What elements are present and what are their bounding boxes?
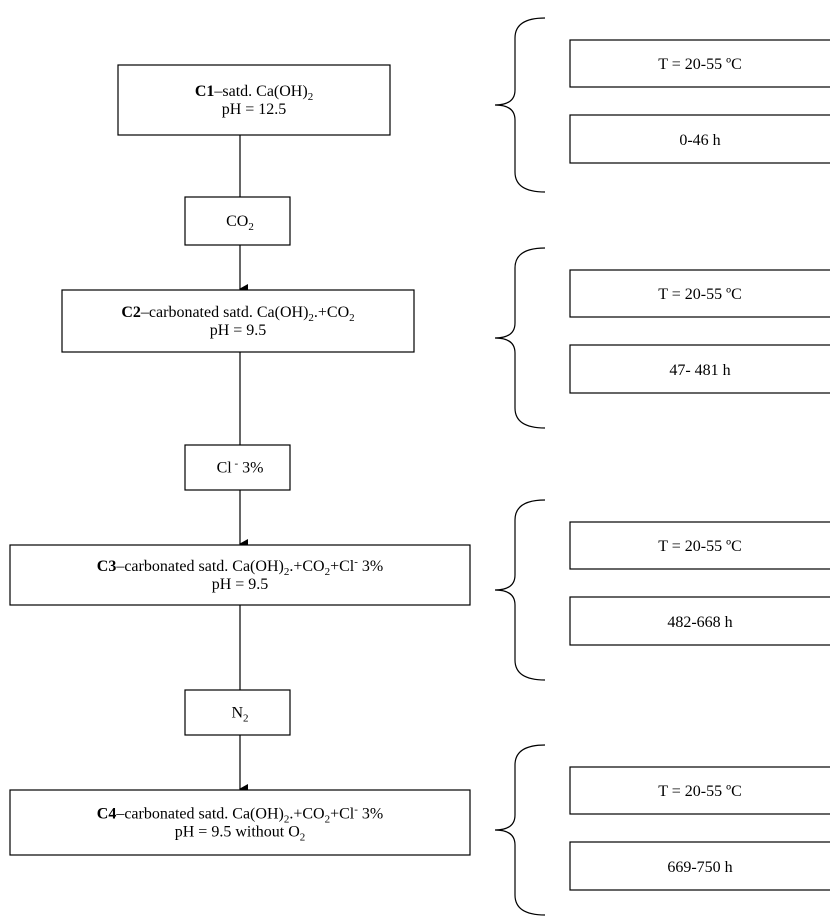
stage-ph: pH = 12.5 — [222, 101, 287, 118]
temperature: T = 20-55 ºC — [658, 538, 741, 555]
text-run: 2 — [284, 814, 290, 826]
condition-box — [569, 841, 830, 891]
stage-box — [117, 64, 391, 136]
text-run: - — [354, 804, 358, 816]
reagent-label: CO2 — [226, 213, 254, 233]
stage-label: C2–carbonated satd. Ca(OH)2.+CO2 — [121, 304, 354, 324]
reagent-label: N2 — [231, 705, 248, 725]
duration: 482-668 h — [667, 614, 732, 631]
condition-box — [569, 766, 830, 815]
text-run: pH = 9.5 without O — [175, 824, 300, 841]
text-run: - — [232, 458, 239, 470]
reagent-box — [184, 196, 291, 246]
temperature: T = 20-55 ºC — [658, 783, 741, 800]
stage-label: C4–carbonated satd. Ca(OH)2.+CO2+Cl- 3% — [97, 804, 383, 826]
condition-box — [569, 39, 830, 88]
stage-ph: pH = 9.5 — [212, 576, 269, 593]
text-run: 2 — [284, 566, 290, 578]
reagent-box — [184, 689, 291, 736]
condition-box — [569, 344, 830, 394]
text-run: CO — [226, 213, 248, 230]
duration: 0-46 h — [679, 132, 720, 149]
text-run: 3% — [358, 806, 383, 823]
text-run: 3% — [358, 558, 383, 575]
duration: 47- 481 h — [669, 362, 730, 379]
text-run: 2 — [243, 713, 249, 725]
text-run: Cl — [217, 460, 233, 477]
text-run: .+CO — [289, 558, 324, 575]
text-run: +Cl — [330, 558, 355, 575]
stage-label: C1–satd. Ca(OH)2 — [195, 83, 313, 103]
reagent-label: Cl - 3% — [217, 458, 264, 477]
temperature: T = 20-55 ºC — [658, 56, 741, 73]
text-run: –satd. Ca(OH) — [213, 83, 307, 100]
text-run: pH = 9.5 — [210, 322, 267, 339]
condition-box — [569, 114, 830, 164]
condition-box — [569, 269, 830, 318]
text-run: C2 — [121, 304, 141, 321]
duration: 669-750 h — [667, 859, 732, 876]
text-run: 2 — [248, 221, 254, 233]
text-run: –carbonated satd. Ca(OH) — [115, 806, 284, 823]
text-run: C1 — [195, 83, 215, 100]
stage-box — [9, 544, 471, 606]
text-run: 2 — [325, 566, 331, 578]
text-run: .+CO — [314, 304, 349, 321]
text-run: - — [354, 556, 358, 568]
stage-ph: pH = 9.5 without O2 — [175, 824, 306, 844]
brace — [494, 744, 546, 916]
text-run: +Cl — [330, 806, 355, 823]
text-run: 2 — [349, 312, 355, 324]
stage-ph: pH = 9.5 — [210, 322, 267, 339]
text-run: 2 — [308, 91, 314, 103]
reagent-box — [184, 444, 291, 491]
stage-box — [9, 789, 471, 856]
condition-box — [569, 521, 830, 570]
stage-box — [61, 289, 415, 353]
text-run: 2 — [300, 832, 306, 844]
condition-box — [569, 596, 830, 646]
text-run: .+CO — [289, 806, 324, 823]
text-run: pH = 9.5 — [212, 576, 269, 593]
text-run: C3 — [97, 558, 117, 575]
text-run: –carbonated satd. Ca(OH) — [115, 558, 284, 575]
text-run: N — [231, 705, 243, 722]
text-run: 2 — [308, 312, 314, 324]
brace — [494, 499, 546, 681]
text-run: –carbonated satd. Ca(OH) — [140, 304, 309, 321]
text-run: 2 — [325, 814, 331, 826]
text-run: C4 — [97, 806, 117, 823]
brace — [494, 17, 546, 193]
temperature: T = 20-55 ºC — [658, 286, 741, 303]
brace — [494, 247, 546, 429]
stage-label: C3–carbonated satd. Ca(OH)2.+CO2+Cl- 3% — [97, 556, 383, 578]
text-run: 3% — [238, 460, 263, 477]
text-run: pH = 12.5 — [222, 101, 287, 118]
